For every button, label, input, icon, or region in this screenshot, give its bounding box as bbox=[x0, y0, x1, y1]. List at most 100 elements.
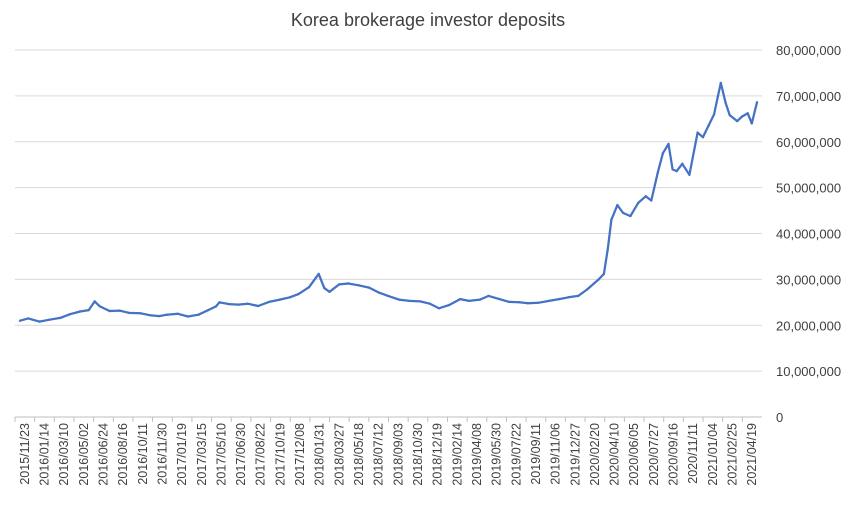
data-point bbox=[207, 308, 210, 312]
x-tick-label: 2020/04/10 bbox=[608, 423, 622, 486]
x-tick-label: 2016/08/16 bbox=[116, 423, 130, 486]
data-point bbox=[518, 301, 521, 304]
data-point bbox=[597, 278, 600, 281]
data-point bbox=[750, 122, 753, 125]
data-point bbox=[644, 195, 647, 198]
data-point bbox=[78, 310, 82, 313]
data-point bbox=[487, 294, 490, 298]
data-point bbox=[328, 290, 331, 293]
x-tick-label: 2016/03/10 bbox=[57, 423, 71, 486]
x-tick-label: 2018/05/18 bbox=[352, 423, 366, 486]
data-point bbox=[616, 203, 619, 207]
x-tick-label: 2018/12/19 bbox=[431, 423, 445, 486]
data-point bbox=[127, 311, 131, 315]
x-tick-label: 2017/06/30 bbox=[234, 423, 248, 486]
data-point bbox=[671, 168, 674, 171]
data-point bbox=[38, 320, 41, 323]
x-tick-label: 2019/05/30 bbox=[490, 423, 504, 486]
x-tick-label: 2019/07/22 bbox=[509, 423, 523, 486]
x-tick-label: 2015/11/23 bbox=[18, 423, 32, 485]
x-tick-label: 2019/02/14 bbox=[450, 423, 464, 486]
x-tick-label: 2019/04/08 bbox=[470, 423, 484, 486]
data-point bbox=[214, 305, 218, 308]
x-tick-label: 2018/03/27 bbox=[332, 423, 346, 486]
x-tick-label: 2016/10/11 bbox=[136, 423, 150, 485]
data-point bbox=[602, 272, 606, 276]
data-point bbox=[526, 302, 530, 305]
x-tick-label: 2021/02/25 bbox=[726, 423, 740, 486]
y-tick-label: 20,000,000 bbox=[776, 318, 841, 333]
x-tick-label: 2017/05/10 bbox=[214, 423, 228, 486]
data-point bbox=[716, 95, 719, 99]
data-point bbox=[567, 296, 570, 299]
data-point bbox=[428, 302, 432, 305]
data-point bbox=[323, 286, 326, 290]
data-point bbox=[712, 113, 716, 116]
data-point bbox=[707, 124, 710, 127]
data-point bbox=[218, 301, 221, 304]
data-point bbox=[227, 302, 231, 306]
data-point bbox=[696, 131, 699, 134]
data-point bbox=[176, 312, 180, 315]
x-tick-label: 2020/02/20 bbox=[588, 423, 602, 486]
data-point bbox=[498, 297, 501, 301]
data-point bbox=[257, 304, 260, 308]
data-point bbox=[18, 319, 22, 322]
data-point bbox=[288, 296, 292, 299]
data-point bbox=[315, 275, 318, 279]
data-point bbox=[297, 292, 300, 296]
data-point bbox=[357, 284, 360, 287]
data-point bbox=[650, 199, 653, 202]
data-point bbox=[637, 201, 640, 204]
data-point bbox=[378, 291, 381, 294]
data-point bbox=[459, 297, 462, 301]
data-point bbox=[419, 300, 422, 303]
data-point bbox=[621, 211, 625, 215]
x-tick-label: 2016/11/30 bbox=[155, 423, 169, 485]
data-point bbox=[681, 162, 684, 165]
x-tick-label: 2020/09/16 bbox=[667, 423, 681, 486]
data-point bbox=[606, 248, 609, 251]
data-point bbox=[667, 142, 670, 146]
y-tick-label: 60,000,000 bbox=[776, 135, 841, 150]
x-tick-label: 2019/09/11 bbox=[529, 423, 543, 485]
x-tick-label: 2016/01/14 bbox=[37, 423, 51, 486]
data-point bbox=[736, 119, 739, 123]
x-tick-label: 2017/03/15 bbox=[195, 423, 209, 486]
data-point bbox=[585, 288, 589, 291]
data-point bbox=[165, 313, 168, 316]
data-point bbox=[740, 115, 744, 118]
y-tick-label: 0 bbox=[776, 410, 783, 425]
data-point bbox=[87, 308, 90, 312]
data-point bbox=[437, 307, 441, 310]
data-point bbox=[629, 214, 632, 218]
data-point bbox=[675, 169, 678, 173]
data-point bbox=[701, 136, 705, 139]
data-point bbox=[139, 312, 142, 315]
y-tick-label: 10,000,000 bbox=[776, 364, 841, 379]
data-point bbox=[557, 297, 561, 301]
data-point bbox=[386, 294, 390, 298]
x-tick-label: 2018/09/03 bbox=[391, 423, 405, 486]
data-point bbox=[48, 318, 51, 321]
data-point bbox=[467, 299, 471, 303]
data-point bbox=[148, 314, 152, 317]
data-point bbox=[158, 314, 161, 318]
data-point bbox=[317, 272, 320, 276]
data-point bbox=[338, 283, 341, 286]
data-point bbox=[724, 101, 727, 105]
data-point bbox=[610, 218, 613, 221]
y-tick-label: 50,000,000 bbox=[776, 181, 841, 196]
data-point bbox=[278, 298, 282, 301]
data-point bbox=[537, 301, 540, 304]
data-point bbox=[656, 171, 659, 175]
data-point bbox=[108, 309, 111, 313]
x-tick-label: 2020/11/11 bbox=[686, 423, 700, 484]
data-point bbox=[237, 303, 240, 306]
data-point bbox=[547, 299, 551, 303]
data-point bbox=[661, 152, 665, 155]
data-point bbox=[688, 173, 691, 176]
data-point bbox=[59, 316, 62, 320]
